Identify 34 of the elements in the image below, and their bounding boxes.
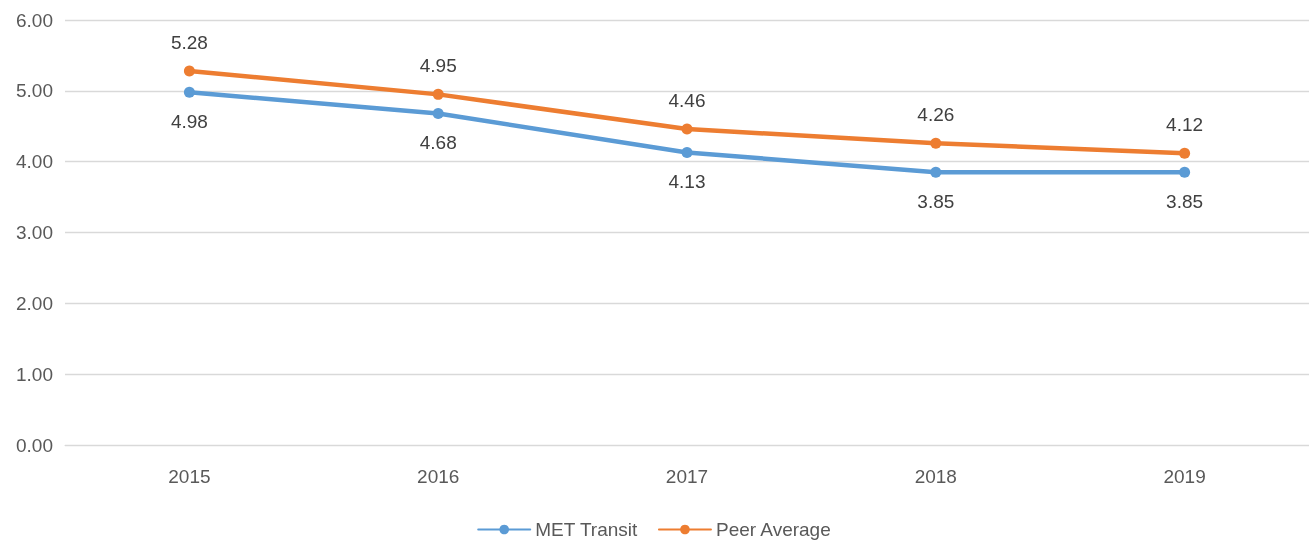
point [432,88,444,100]
x-tick-label: 2017 [665,466,709,487]
data-label: 3.85 [917,190,955,212]
y-tick-label: 6.00 [16,9,53,31]
y-tick-label: 4.00 [16,151,53,173]
x-tick-label: 2019 [1163,466,1206,487]
data-label: 5.28 [170,31,208,53]
data-label: 4.95 [419,54,457,76]
point [432,108,444,119]
legend-label: MET Transit [535,519,638,540]
point [183,86,195,98]
y-tick-label: 5.00 [16,80,53,102]
point [681,123,693,135]
point [930,166,942,178]
x-tick-label: 2016 [417,466,460,487]
data-label: 4.46 [668,89,706,111]
data-label: 4.12 [1166,113,1204,135]
data-label: 3.85 [1166,190,1204,212]
y-tick-label: 0.00 [16,434,53,456]
point [183,65,195,77]
data-label: 4.13 [668,170,706,192]
point [1179,147,1191,159]
y-tick-label: 2.00 [16,292,53,314]
point [1179,166,1191,178]
x-tick-label: 2018 [914,466,957,487]
y-tick-label: 3.00 [16,222,53,243]
legend-label: Peer Average [715,519,831,540]
data-label: 4.98 [170,110,208,132]
point [681,146,693,158]
x-tick-label: 2015 [168,466,211,487]
data-label: 4.68 [419,132,457,153]
y-tick-label: 1.00 [16,363,53,385]
point [930,137,942,149]
data-label: 4.26 [917,103,955,125]
